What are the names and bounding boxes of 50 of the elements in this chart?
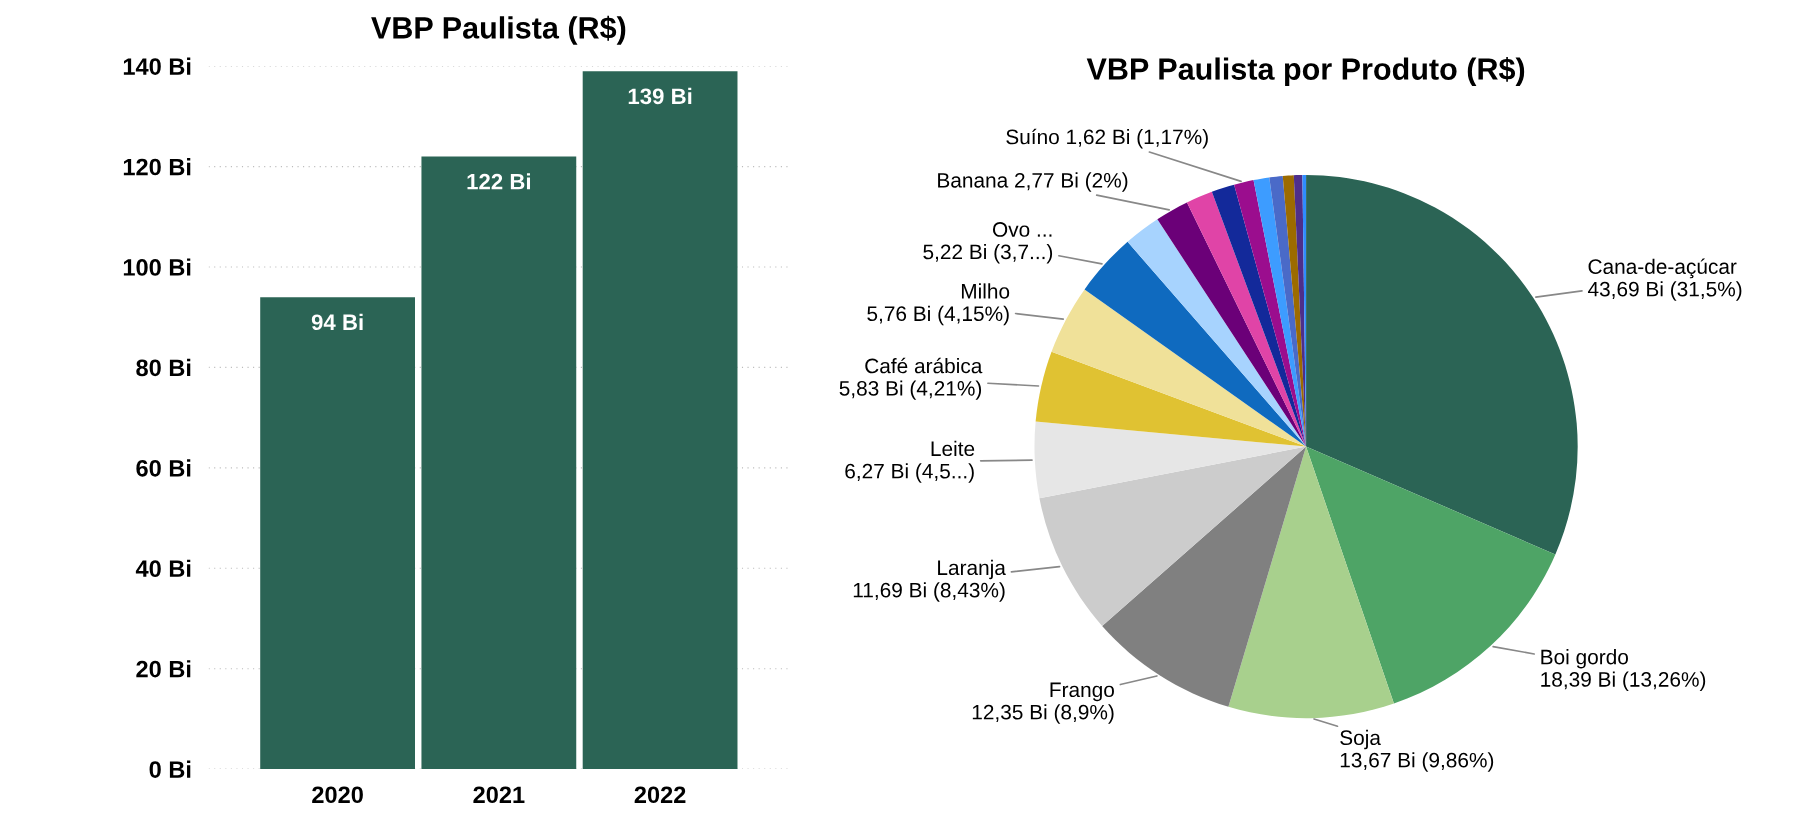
slice-label: Boi gordo bbox=[1541, 649, 1628, 669]
y-tick-label: 40 Bi bbox=[135, 559, 191, 578]
x-tick-label: 2020 bbox=[312, 786, 363, 804]
data-label: 43,69 Bi (31,5%) bbox=[1587, 281, 1742, 301]
data-label: 18,39 Bi (13,26%) bbox=[1541, 671, 1706, 691]
slice-label: Café arábica bbox=[865, 357, 983, 374]
slice-label: Milho bbox=[961, 283, 1010, 299]
data-label: 5,22 Bi (3,7...) bbox=[923, 243, 1053, 264]
pie-slice bbox=[1039, 446, 1307, 626]
data-label: 11,69 Bi (8,43%) bbox=[853, 582, 1005, 602]
pie-slice bbox=[1127, 219, 1307, 447]
y-tick-label: 20 Bi bbox=[136, 660, 191, 678]
data-label: 13,67 Bi (9,86%) bbox=[1340, 752, 1494, 772]
pie-slice bbox=[1234, 180, 1307, 447]
pie-slice bbox=[1084, 241, 1307, 447]
data-label: 6,27 Bi (4,5...) bbox=[845, 463, 974, 483]
data-label: 5,83 Bi (4,21%) bbox=[839, 380, 982, 400]
y-tick-label: 100 Bi bbox=[123, 258, 191, 276]
pie-slice bbox=[1228, 446, 1394, 719]
y-tick-label: 60 Bi bbox=[136, 459, 191, 477]
chart-title: VBP Paulista por Produto (R$) bbox=[1086, 56, 1525, 86]
pie-slice bbox=[1035, 351, 1307, 447]
slice-label: Soja bbox=[1340, 729, 1381, 750]
data-label: 94 Bi bbox=[311, 313, 363, 331]
bar bbox=[582, 71, 738, 770]
pie-slice bbox=[1157, 202, 1307, 447]
data-label: 139 Bi bbox=[628, 87, 692, 105]
chart-title: VBP Paulista (R$) bbox=[371, 15, 626, 45]
pie-slice bbox=[1051, 289, 1307, 447]
x-tick-label: 2021 bbox=[473, 786, 525, 804]
y-tick-label: 120 Bi bbox=[123, 158, 191, 176]
data-label: 122 Bi bbox=[467, 173, 531, 190]
slice-label: Ovo ... bbox=[992, 222, 1052, 237]
slice-label: Banana 2,77 Bi (2%) bbox=[938, 172, 1128, 192]
y-tick-label: 0 Bi bbox=[149, 760, 191, 778]
x-tick-label: 2022 bbox=[634, 786, 686, 804]
slice-label: Cana-de-açúcar bbox=[1588, 258, 1737, 279]
slice-label: Leite bbox=[931, 440, 975, 457]
pie-slice bbox=[1306, 174, 1578, 555]
data-label: 12,35 Bi (8,9%) bbox=[972, 704, 1114, 724]
bar bbox=[260, 297, 415, 770]
pie-slice bbox=[1253, 177, 1307, 447]
slice-label: Laranja bbox=[938, 559, 1006, 580]
slice-label: Frango bbox=[1050, 682, 1114, 702]
data-label: 5,76 Bi (4,15%) bbox=[867, 305, 1009, 326]
y-tick-label: 140 Bi bbox=[123, 57, 191, 75]
bar bbox=[421, 156, 577, 770]
slice-label: Suíno 1,62 Bi (1,17%) bbox=[1006, 128, 1208, 149]
y-tick-label: 80 Bi bbox=[136, 358, 191, 377]
pie-slice bbox=[1034, 421, 1307, 499]
